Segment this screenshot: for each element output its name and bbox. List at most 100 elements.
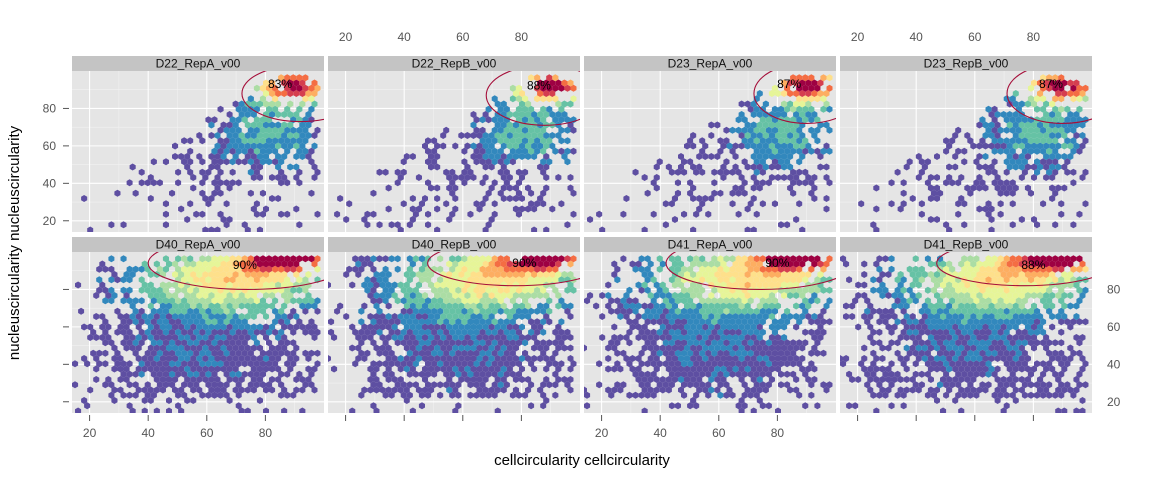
hex-bin [903, 355, 910, 362]
hex-bin [756, 90, 763, 97]
hex-bin [500, 365, 507, 373]
hex-bin [299, 323, 306, 331]
hex-bin [784, 265, 791, 273]
hex-bin [406, 391, 413, 399]
hex-bin [150, 297, 157, 305]
hex-bin [717, 286, 724, 294]
hex-bin [367, 386, 374, 394]
hex-bin [1058, 307, 1065, 315]
hex-bin [988, 205, 995, 213]
hex-bin [205, 255, 212, 263]
hex-bin [205, 349, 212, 357]
hex-bin [409, 195, 416, 202]
hex-bin [873, 184, 880, 192]
hex-bin [172, 292, 179, 299]
hex-bin [1079, 292, 1086, 299]
hex-bin [805, 313, 812, 320]
hex-bin [861, 355, 868, 362]
hex-bin [506, 281, 513, 289]
hex-bin [784, 370, 791, 378]
hex-bin [546, 74, 553, 82]
hex-bin [799, 355, 806, 362]
hex-bin [814, 328, 821, 336]
hex-bin [1049, 365, 1056, 373]
hex-bin [930, 286, 937, 294]
hex-bin [705, 328, 712, 336]
hex-bin [674, 297, 681, 305]
hex-bin [406, 339, 413, 347]
y-tick-label-right: 80 [1107, 282, 1121, 296]
hex-bin [75, 407, 82, 413]
hex-bin [522, 391, 529, 399]
hex-bin [187, 339, 194, 347]
hex-bin [946, 334, 953, 341]
hex-bin [509, 349, 516, 357]
hex-bin [409, 313, 416, 320]
hex-bin [930, 189, 937, 197]
hex-bin [1067, 260, 1074, 268]
hex-bin [302, 147, 309, 155]
hex-bin [166, 260, 172, 268]
hex-bin [370, 339, 377, 347]
hex-bin [717, 339, 724, 347]
hex-bin [796, 147, 803, 155]
hex-bin [543, 355, 550, 362]
hex-bin [823, 386, 830, 394]
hex-bin [674, 349, 681, 357]
hex-bin [711, 286, 718, 294]
hex-bin [467, 168, 474, 176]
ellipse-contour [1006, 71, 1092, 124]
hex-bin [817, 323, 824, 331]
hex-bin [705, 349, 712, 357]
hex-bin [108, 391, 115, 399]
hex-bin [647, 334, 654, 341]
hex-bin [473, 126, 480, 134]
hex-bin [873, 205, 880, 213]
hex-bin [406, 221, 413, 229]
hex-bin [229, 168, 236, 176]
hex-bin [918, 349, 925, 357]
hex-bin [864, 318, 871, 326]
hex-bin [111, 365, 118, 373]
hex-bin [355, 355, 362, 362]
hex-bin [537, 111, 544, 118]
hex-bin [614, 307, 621, 315]
hex-bin [281, 142, 288, 150]
hex-bin [656, 255, 663, 263]
hex-bin [202, 271, 209, 278]
hex-bin [967, 328, 974, 336]
hex-bin [790, 370, 797, 378]
hex-bin [750, 386, 757, 394]
hex-bin [678, 365, 684, 373]
hex-bin [826, 179, 833, 187]
hex-bin [864, 381, 871, 389]
hex-bin [687, 297, 694, 305]
hex-bin [141, 260, 148, 268]
hex-bin [823, 90, 830, 97]
hex-bin [817, 313, 824, 320]
hex-bin [979, 286, 986, 294]
y-tick-label-left: 20 [43, 214, 57, 228]
hex-bin [741, 307, 748, 315]
hex-bin [976, 292, 983, 299]
hex-bin [446, 292, 453, 299]
hex-bin [1073, 79, 1080, 87]
hex-bin [364, 286, 371, 294]
hex-bin [699, 137, 706, 145]
hex-bin [208, 195, 215, 202]
hex-bin [814, 255, 821, 263]
hex-bin [296, 168, 303, 176]
hex-bin [235, 339, 242, 347]
hex-bin [662, 318, 669, 326]
hex-bin [937, 328, 944, 336]
hex-bin [1046, 349, 1053, 357]
hex-bin [826, 381, 833, 389]
hex-bin [156, 318, 163, 326]
hex-bin [1079, 121, 1086, 129]
hex-bin [744, 302, 751, 310]
hex-bin [671, 313, 678, 320]
hex-bin [909, 292, 916, 299]
hex-bin [1003, 116, 1010, 124]
hex-bin [296, 105, 303, 113]
